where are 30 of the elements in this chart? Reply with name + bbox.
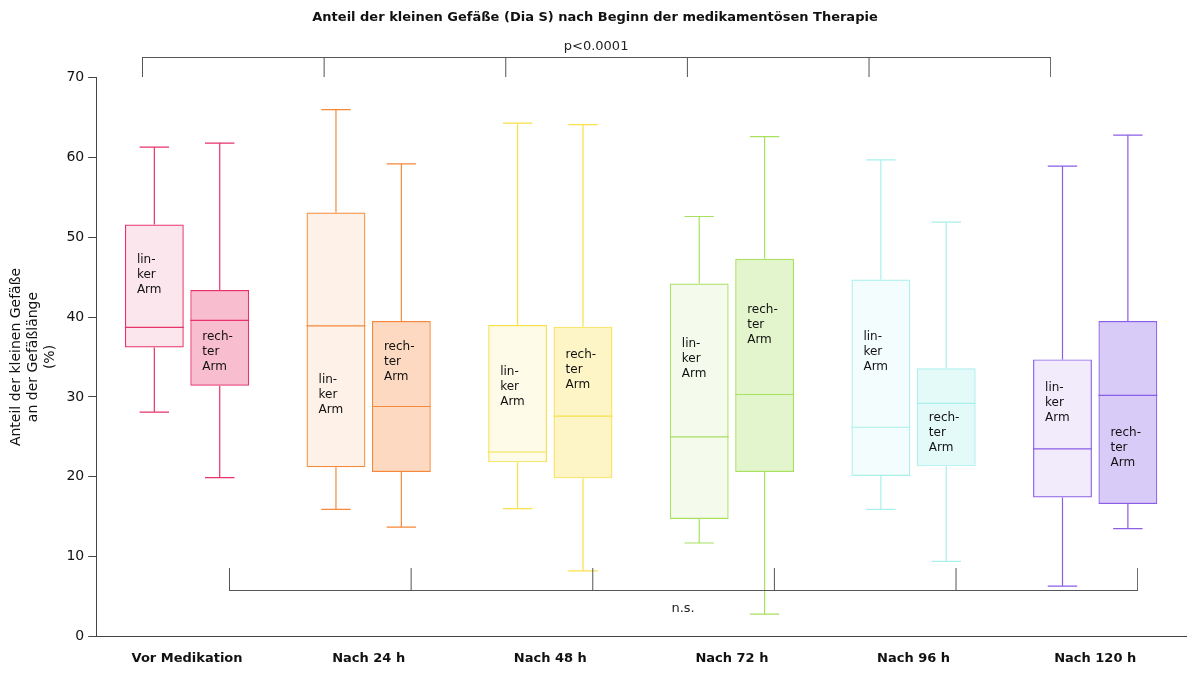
y-axis-title: Anteil der kleinen Gefäße an der Gefäßlänge (%) (7, 267, 57, 447)
y-tick-label: 30 (66, 387, 85, 404)
text: p<0.0001 (563, 37, 629, 53)
text: rech- ter Arm (383, 339, 415, 384)
series-label: lin- ker Arm (681, 335, 707, 380)
y-tick-label: 70 (66, 68, 85, 85)
text: rech- ter Arm (1110, 425, 1142, 470)
y-tick-label: 10 (66, 547, 85, 564)
x-tick-label: Vor Medikation (131, 649, 243, 665)
text: lin- ker Arm (500, 364, 525, 409)
text: lin- ker Arm (136, 251, 162, 296)
text: rech- ter Arm (202, 328, 233, 373)
text: lin- ker Arm (1045, 379, 1070, 424)
y-tick-label: 40 (66, 307, 85, 324)
text: rech- ter Arm (565, 346, 597, 391)
y-tick-label: 50 (66, 227, 85, 244)
chart-title: Anteil der kleinen Gefäße (Dia S) nach Beginn der medikamentösen Therapie (312, 9, 878, 25)
y-tick-label: 0 (75, 627, 85, 644)
series-label: rech- ter Arm (928, 410, 960, 455)
x-tick-label: Nach 24 h (332, 649, 406, 665)
text: lin- ker Arm (863, 329, 889, 374)
y-tick-label: 60 (66, 148, 85, 165)
x-tick-label: Nach 48 h (513, 649, 587, 665)
text: rech- ter Arm (747, 302, 778, 347)
x-tick-label: Nach 120 h (1054, 649, 1137, 665)
text: lin- ker Arm (318, 372, 344, 417)
x-tick-label: Nach 96 h (877, 649, 951, 665)
annotation: n.s. (671, 600, 695, 616)
x-tick-label: Nach 72 h (695, 649, 769, 665)
y-tick-label: 20 (66, 467, 85, 484)
